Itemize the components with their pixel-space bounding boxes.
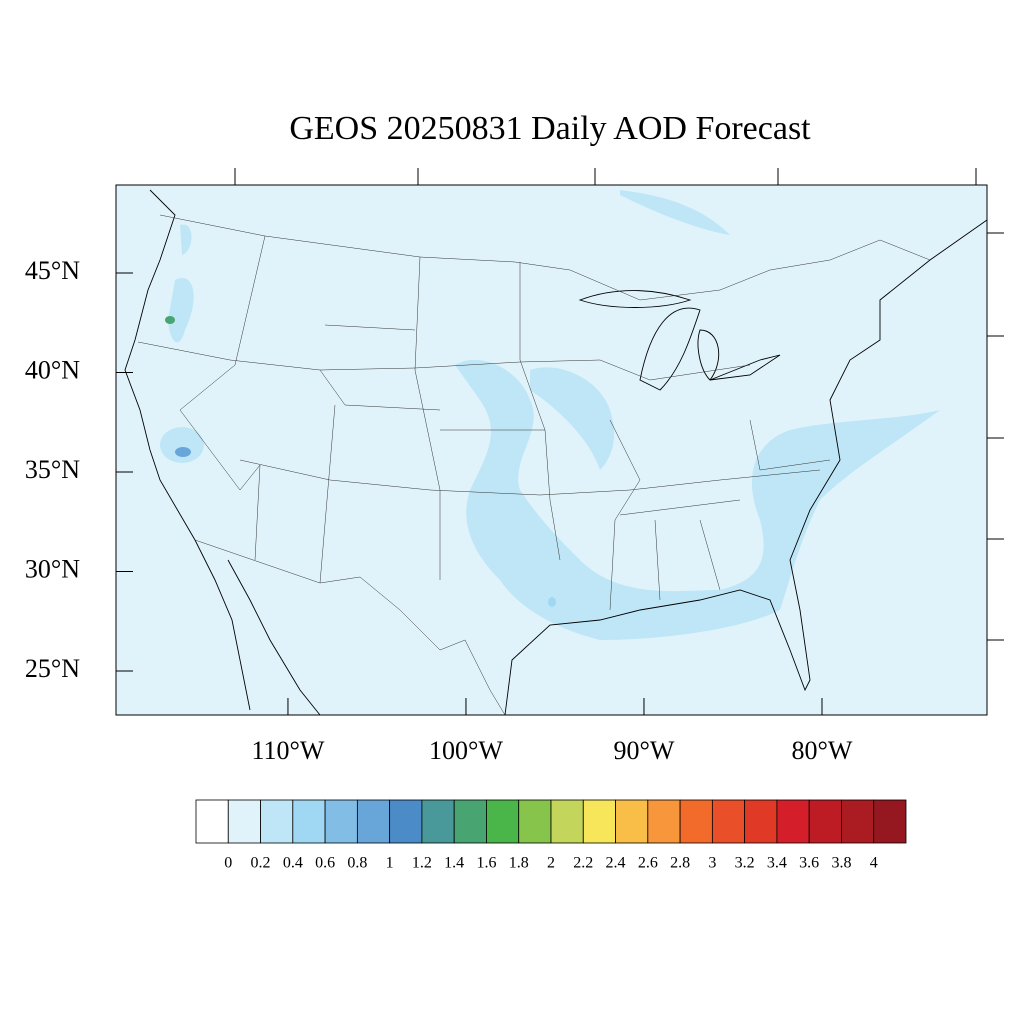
colorbar-label: 1.4 — [444, 855, 464, 872]
border — [414, 256, 441, 580]
y-tick-label: 40°N — [25, 355, 80, 384]
colorbar-box — [292, 799, 326, 844]
lake — [639, 307, 701, 391]
colorbar-label: 1 — [386, 855, 394, 872]
x-tick-label: 100°W — [429, 736, 503, 765]
colorbar-box — [195, 799, 229, 844]
state-borders — [137, 214, 931, 716]
y-tick-label: 45°N — [25, 256, 80, 285]
coastlines — [124, 189, 988, 716]
colorbar-box — [356, 799, 391, 844]
plume-core — [548, 597, 556, 607]
border — [609, 419, 831, 611]
plume — [160, 427, 204, 463]
border — [159, 214, 931, 301]
plume-core — [165, 316, 175, 324]
y-tick-label: 35°N — [25, 455, 80, 484]
border — [239, 459, 821, 496]
colorbar-box — [518, 799, 552, 844]
plume — [180, 224, 192, 255]
edge-ticks — [234, 168, 1004, 641]
border — [179, 235, 266, 561]
colorbar-label: 1.6 — [476, 855, 496, 872]
x-tick-label: 90°W — [614, 736, 675, 765]
colorbar-box — [841, 799, 875, 844]
colorbar-box — [227, 799, 261, 844]
colorbar-label: 3 — [708, 855, 716, 872]
colorbar-label: 2.4 — [606, 855, 626, 872]
colorbar-label: 3.4 — [767, 855, 787, 872]
x-tick-label: 80°W — [792, 736, 853, 765]
x-tick-label: 110°W — [251, 736, 324, 765]
lake — [578, 290, 692, 308]
border — [194, 539, 506, 716]
colorbar-label: 4 — [870, 855, 878, 872]
colorbar-label: 0.4 — [283, 855, 303, 872]
colorbar-box — [421, 799, 455, 844]
colorbar-label: 3.8 — [831, 855, 851, 872]
map-frame — [115, 184, 988, 716]
colorbar-label: 0 — [224, 855, 232, 872]
colorbar-box — [776, 799, 810, 844]
colorbar-label: 0.8 — [347, 855, 367, 872]
coastline — [227, 559, 321, 716]
colorbar-box — [389, 799, 423, 844]
colorbar-box — [615, 799, 649, 844]
y-tick-label: 25°N — [25, 654, 80, 683]
colorbar-label: 2 — [547, 855, 555, 872]
colorbar-box — [453, 799, 487, 844]
colorbar-label: 1.2 — [412, 855, 432, 872]
colorbar-box — [744, 799, 778, 844]
colorbar-label: 3.6 — [799, 855, 819, 872]
border — [137, 341, 751, 381]
colorbar-label: 2.2 — [573, 855, 593, 872]
plume — [620, 190, 730, 235]
plume-core — [175, 447, 191, 457]
coastline — [504, 219, 988, 716]
colorbar-box — [679, 799, 713, 844]
chart-title: GEOS 20250831 Daily AOD Forecast — [289, 110, 811, 147]
colorbar-label: 3.2 — [735, 855, 755, 872]
colorbar-box — [873, 799, 907, 844]
colorbar-box — [647, 799, 681, 844]
y-tick-label: 30°N — [25, 554, 80, 583]
plume — [530, 367, 615, 470]
colorbar-label: 0.2 — [251, 855, 271, 872]
colorbar-label: 2.6 — [638, 855, 658, 872]
coastline — [124, 189, 251, 711]
colorbar-box — [486, 799, 520, 844]
colorbar-box — [260, 799, 294, 844]
colorbar-box — [808, 799, 842, 844]
colorbar-label: 1.8 — [509, 855, 529, 872]
lake — [709, 354, 781, 381]
colorbar-label: 0.6 — [315, 855, 335, 872]
plume — [455, 359, 940, 640]
colorbar-box — [324, 799, 358, 844]
aerosol-plumes — [160, 190, 940, 640]
plume — [168, 278, 194, 343]
colorbar-box — [550, 799, 584, 844]
colorbar-label: 2.8 — [670, 855, 690, 872]
colorbar-box — [711, 799, 746, 844]
border — [319, 324, 741, 584]
colorbar-box — [582, 799, 616, 844]
